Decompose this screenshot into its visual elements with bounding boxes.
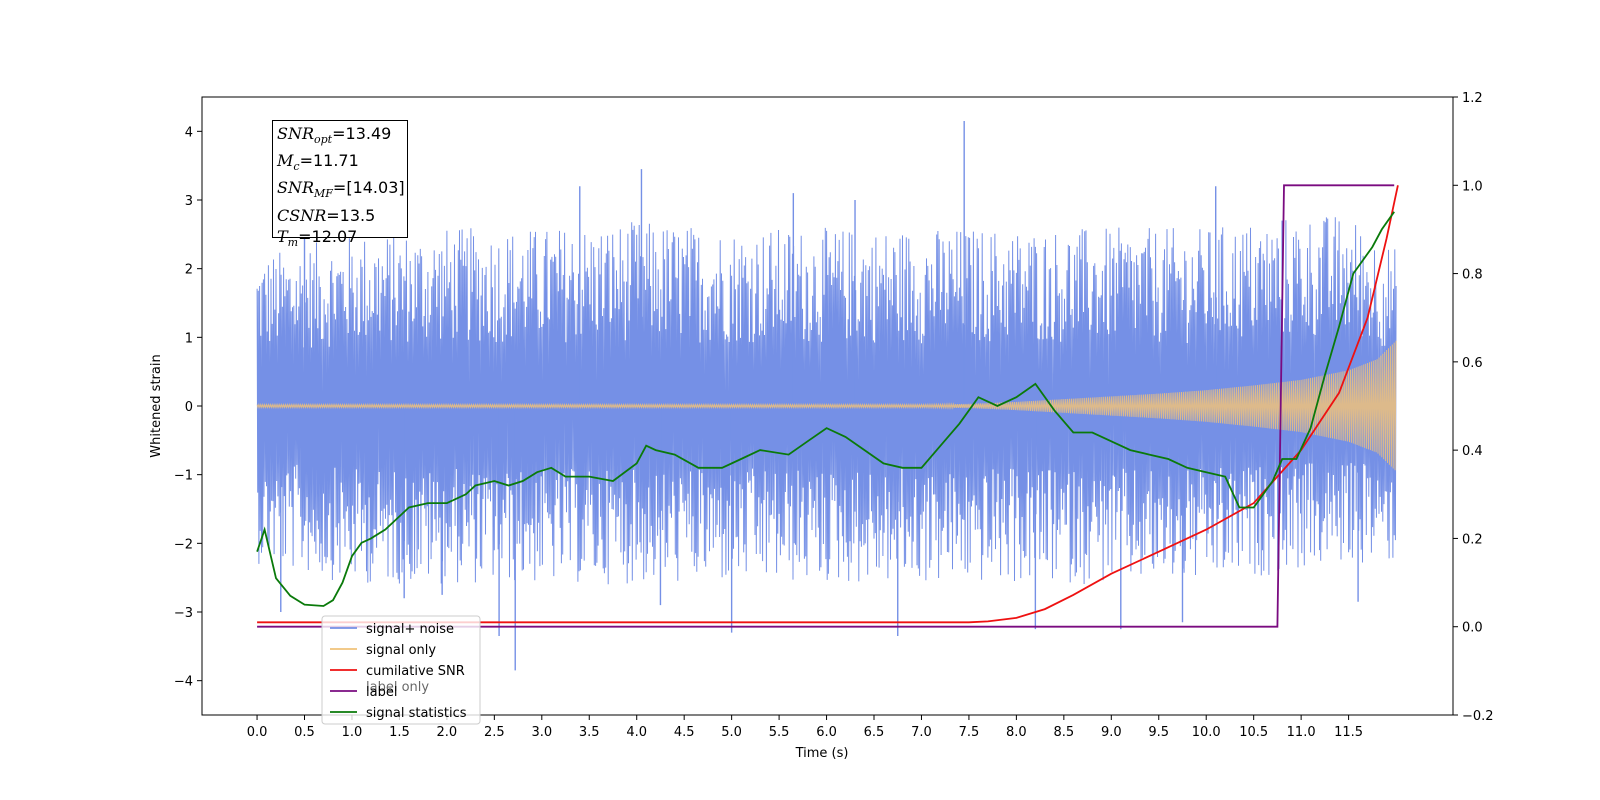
x-tick-label: 10.0 xyxy=(1192,725,1221,740)
y2-tick-label: 0.8 xyxy=(1462,268,1483,283)
y-axis-label: Whitened strain xyxy=(149,354,164,457)
legend-label: cumilative SNR xyxy=(366,664,465,679)
ticks-layer: 0.0 0.5 1.0 1.5 2.0 2.5 3.0 3.5 4.0 4.5 5.0 5.5 6.0 6… xyxy=(174,91,1494,740)
annotation-snr-mf: SNRMF=[14.03] xyxy=(277,178,405,201)
x-tick-label: 6.5 xyxy=(864,725,885,740)
y2-tick-label: −0.2 xyxy=(1462,709,1494,724)
y-tick-label: 3 xyxy=(185,194,193,209)
series-signal-only xyxy=(256,340,1397,471)
y-tick-label: −1 xyxy=(174,469,193,484)
noise-spikes xyxy=(280,121,1359,671)
y-tick-label: 1 xyxy=(185,331,193,346)
x-tick-label: 7.5 xyxy=(959,725,980,740)
x-tick-label: 9.0 xyxy=(1101,725,1122,740)
legend-label: signal only xyxy=(366,643,436,658)
y2-tick-label: 1.2 xyxy=(1462,91,1483,106)
x-tick-label: 4.0 xyxy=(626,725,647,740)
stats-annotation-box: SNRopt=13.49 Mc=11.71 SNRMF=[14.03] CSNR… xyxy=(272,120,408,249)
x-tick-label: 6.0 xyxy=(816,725,837,740)
x-tick-label: 7.0 xyxy=(911,725,932,740)
x-tick-label: 0.0 xyxy=(247,725,268,740)
y-tick-label: 2 xyxy=(185,263,193,278)
annotation-mc: Mc=11.71 xyxy=(277,151,359,174)
y-tick-label: −4 xyxy=(174,675,193,690)
x-tick-label: 8.5 xyxy=(1053,725,1074,740)
x-tick-label: 11.0 xyxy=(1287,725,1316,740)
legend-box xyxy=(321,615,481,725)
series-layer xyxy=(256,121,1399,671)
y-tick-label: 4 xyxy=(185,125,193,140)
x-tick-label: 5.0 xyxy=(721,725,742,740)
x-tick-label: 11.5 xyxy=(1334,725,1363,740)
x-tick-label: 8.0 xyxy=(1006,725,1027,740)
x-tick-label: 10.5 xyxy=(1239,725,1268,740)
y2-tick-label: 0.6 xyxy=(1462,356,1483,371)
legend: label only signal+ noise signal only cumila… xyxy=(321,615,481,725)
x-axis-label: Time (s) xyxy=(795,746,849,761)
annotation-snr-opt: SNRopt=13.49 xyxy=(277,124,392,147)
y2-tick-label: 1.0 xyxy=(1462,179,1483,194)
series-cumulative-snr xyxy=(257,185,1399,624)
x-tick-label: 0.5 xyxy=(294,725,315,740)
y2-tick-label: 0.2 xyxy=(1462,532,1483,547)
x-tick-label: 1.5 xyxy=(389,725,410,740)
x-tick-label: 2.0 xyxy=(437,725,458,740)
y2-tick-label: 0.0 xyxy=(1462,621,1483,636)
series-signal-noise xyxy=(256,217,1397,585)
x-tick-label: 3.0 xyxy=(531,725,552,740)
x-tick-label: 1.0 xyxy=(342,725,363,740)
legend-label: label xyxy=(366,685,397,700)
series-signal-statistics xyxy=(256,211,1395,607)
legend-faded-label: label only xyxy=(366,680,429,695)
x-tick-label: 3.5 xyxy=(579,725,600,740)
y-tick-label: −2 xyxy=(174,537,193,552)
x-tick-label: 5.5 xyxy=(769,725,790,740)
y-tick-label: −3 xyxy=(174,606,193,621)
annotation-tm: Tm=12.07 xyxy=(277,226,358,249)
y2-tick-label: 0.4 xyxy=(1462,444,1483,459)
x-tick-label: 2.5 xyxy=(484,725,505,740)
y-tick-label: 0 xyxy=(185,400,193,415)
annotation-csnr: CSNR=13.5 xyxy=(277,205,376,225)
series-label xyxy=(257,184,1395,628)
legend-label: signal+ noise xyxy=(366,622,454,637)
legend-label: signal statistics xyxy=(366,706,467,721)
x-tick-label: 9.5 xyxy=(1148,725,1169,740)
x-tick-label: 4.5 xyxy=(674,725,695,740)
